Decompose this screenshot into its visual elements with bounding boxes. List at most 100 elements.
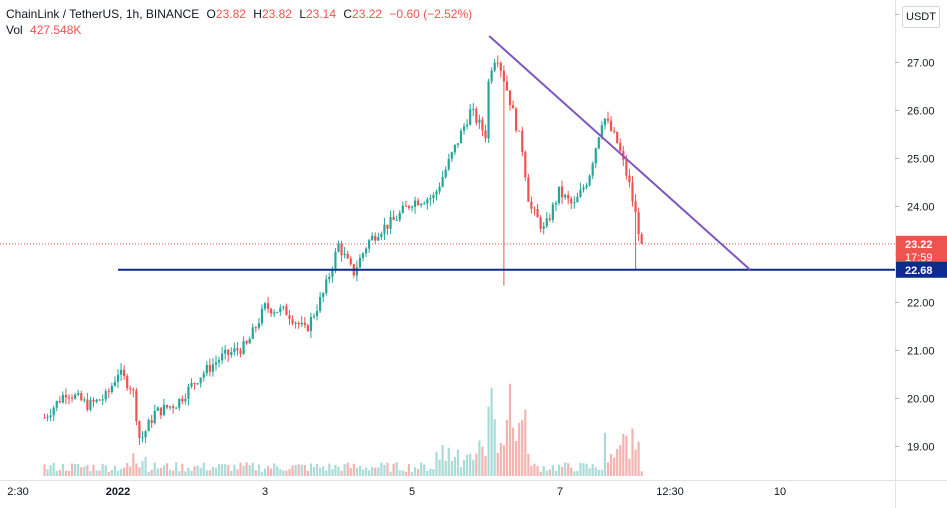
volume-bar [334,464,337,476]
candle-body [469,109,472,125]
volume-bar [453,456,456,476]
volume-bar [560,467,564,476]
volume-bar [343,464,346,476]
volume-bar [527,453,530,476]
volume-bar [135,463,138,476]
last-price-badge [896,235,947,266]
candle-body [196,383,199,385]
candle-body [554,203,558,205]
volume-bar [530,465,533,476]
volume-bar [364,467,368,476]
candle-body [625,159,628,176]
candle-body [413,200,417,207]
volume-bar [423,464,426,476]
volume-bar [380,462,383,476]
volume-bar [441,444,444,476]
candle-body [172,406,175,409]
volume-bar [576,470,579,476]
volume-bar [564,462,567,476]
candle-body [312,315,316,317]
volume-bar [600,469,603,476]
volume-bar [199,467,202,476]
volume-bar [101,463,104,476]
volume-bar [603,432,607,476]
volume-bar [288,469,291,476]
volume-bar [227,465,230,476]
candle-body [364,248,368,254]
candle-body [404,205,407,207]
candle-body [340,243,343,256]
volume-bar [178,471,181,476]
volume-bar [300,464,303,476]
volume-bar [554,470,558,476]
volume-bar [64,470,68,476]
candle-body [331,269,334,277]
candle-body [383,224,386,234]
candle-body [585,185,588,188]
change-value: −0.60 (−2.52%) [389,7,473,21]
candle-body [184,398,187,402]
volume-bar [43,464,46,476]
volume-bar [404,471,407,476]
candle-body [551,204,554,220]
currency-button[interactable]: USDT [902,6,940,28]
volume-bar [319,467,322,476]
candle-body [230,352,233,355]
high-label: H [253,7,262,21]
candle-body [484,130,487,139]
volume-bar [214,467,218,476]
candle-body [328,276,331,280]
price-tick-label: 21.00 [907,345,935,357]
volume-bar [263,468,267,476]
volume-bar [328,463,331,476]
volume-bar [435,451,438,476]
candle-body [389,216,392,229]
candle-body [58,401,61,403]
candle-body [266,303,270,309]
candle-body [325,279,328,294]
candle-body [361,253,365,258]
volume-bar [392,463,395,476]
candle-body [368,240,371,249]
volume-bar [609,454,613,476]
candle-body [557,186,561,204]
volume-bar [123,467,126,476]
volume-bar [582,463,585,476]
time-tick-label: 3 [262,486,268,498]
candle-body [132,389,135,391]
candle-body [524,152,527,178]
volume-bar [116,470,120,476]
candle-body [227,349,230,355]
candle-body [126,376,129,389]
candle-body [89,400,92,410]
volume-bar [119,468,123,476]
volume-bar [126,462,129,476]
volume-bar [493,419,496,476]
time-tick-label: 5 [409,486,415,498]
candle-body [116,374,120,382]
volume-bar [315,464,319,476]
volume-bar [153,462,156,476]
candle-body [515,108,518,131]
candle-body [435,191,438,195]
candle-body [156,407,159,411]
candle-body [606,118,610,121]
volume-bar [417,469,420,476]
volume-bar [331,469,334,476]
volume-bar [524,409,527,476]
candle-body [511,105,515,109]
volume-bar [426,471,429,476]
candle-body [505,81,509,91]
candle-body [603,118,607,126]
candle-body [236,348,239,351]
candle-body [444,169,447,178]
candle-body [545,218,548,227]
candle-body [478,119,481,123]
candle-body [616,131,619,144]
volume-bar [98,470,101,476]
close-value: 23.22 [352,7,383,21]
volume-bar [138,467,141,476]
volume-bar [260,471,264,476]
